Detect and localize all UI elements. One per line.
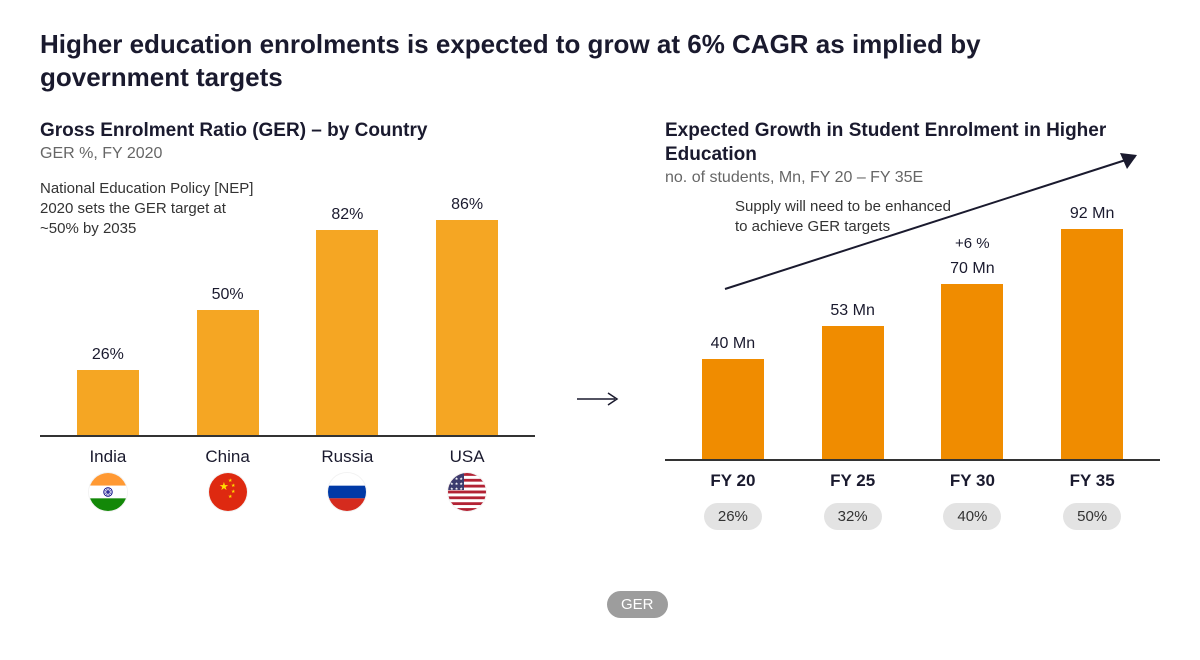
growth-ger-cell: 26% [673,503,793,530]
ger-x-label: China [205,447,249,467]
ger-bar [197,310,259,435]
ger-bar-col: 82% [288,206,408,435]
growth-chart-block: Expected Growth in Student Enrolment in … [665,119,1160,530]
growth-ger-cell: 32% [793,503,913,530]
growth-bar-value: 70 Mn [950,260,994,278]
ger-bar [316,230,378,435]
ger-x-cell: India [48,447,168,511]
growth-bar [1061,229,1123,459]
growth-bar [941,284,1003,459]
ger-x-axis: India China ★ ★ ★ ★ ★ Russia USA ★ ★ ★ ★… [40,447,535,511]
growth-bar-col: 53 Mn [793,302,913,459]
ger-x-label: USA [450,447,485,467]
ger-bar-col: 50% [168,286,288,435]
ger-bar [436,220,498,435]
growth-x-cell: FY 35 [1032,471,1152,491]
flag-usa-icon: ★ ★ ★ ★ ★ ★ ★ ★ ★ [448,473,486,511]
ger-chart-title: Gross Enrolment Ratio (GER) – by Country [40,119,535,143]
ger-x-cell: USA ★ ★ ★ ★ ★ ★ ★ ★ ★ [407,447,527,511]
ger-chart-block: Gross Enrolment Ratio (GER) – by Country… [40,119,535,530]
ger-bar-plot: 26% 50% 82% 86% [40,177,535,437]
growth-ger-cell: 50% [1032,503,1152,530]
ger-x-label: Russia [321,447,373,467]
flag-india-icon [89,473,127,511]
svg-text:★ ★ ★: ★ ★ ★ [450,486,463,491]
ger-bar-value: 50% [212,286,244,304]
ger-bar-col: 86% [407,196,527,435]
ger-chart-subtitle: GER %, FY 2020 [40,145,535,163]
ger-lead-pill-wrap: GER [607,596,668,614]
ger-pill: 26% [704,503,762,530]
growth-bar [822,326,884,459]
growth-bar-value: 40 Mn [711,335,755,353]
connector-arrow [575,119,625,530]
ger-bar-value: 86% [451,196,483,214]
ger-pill: 50% [1063,503,1121,530]
ger-pill: 32% [824,503,882,530]
svg-text:★: ★ [228,494,233,500]
growth-bar-col: 92 Mn [1032,205,1152,459]
growth-bar-value: 92 Mn [1070,205,1114,223]
growth-x-label: FY 25 [830,471,875,491]
growth-bar-col: 70 Mn [913,260,1033,459]
ger-bar-value: 82% [331,206,363,224]
flag-russia-icon [328,473,366,511]
growth-ger-cell: 40% [913,503,1033,530]
growth-x-label: FY 30 [950,471,995,491]
growth-x-label: FY 35 [1070,471,1115,491]
growth-x-cell: FY 20 [673,471,793,491]
ger-bar-value: 26% [92,346,124,364]
growth-bar-value: 53 Mn [830,302,874,320]
growth-chart-subtitle: no. of students, Mn, FY 20 – FY 35E [665,169,1160,187]
ger-x-cell: China ★ ★ ★ ★ ★ [168,447,288,511]
ger-pill: 40% [943,503,1001,530]
growth-bar [702,359,764,459]
charts-row: Gross Enrolment Ratio (GER) – by Country… [40,119,1160,530]
growth-x-cell: FY 30 [913,471,1033,491]
ger-bar-col: 26% [48,346,168,435]
growth-x-axis: FY 20 FY 25 FY 30 FY 35 [665,471,1160,491]
growth-bar-plot: 40 Mn 53 Mn 70 Mn 92 Mn [665,201,1160,461]
ger-x-cell: Russia [288,447,408,511]
ger-lead-pill: GER [607,591,668,618]
growth-chart-title: Expected Growth in Student Enrolment in … [665,119,1160,167]
growth-ger-row: 26% 32% 40% 50% [665,503,1160,530]
ger-x-label: India [89,447,126,467]
page-title: Higher education enrolments is expected … [40,28,1040,93]
growth-x-cell: FY 25 [793,471,913,491]
flag-china-icon: ★ ★ ★ ★ ★ [209,473,247,511]
growth-bar-col: 40 Mn [673,335,793,459]
ger-bar [77,370,139,435]
growth-x-label: FY 20 [710,471,755,491]
